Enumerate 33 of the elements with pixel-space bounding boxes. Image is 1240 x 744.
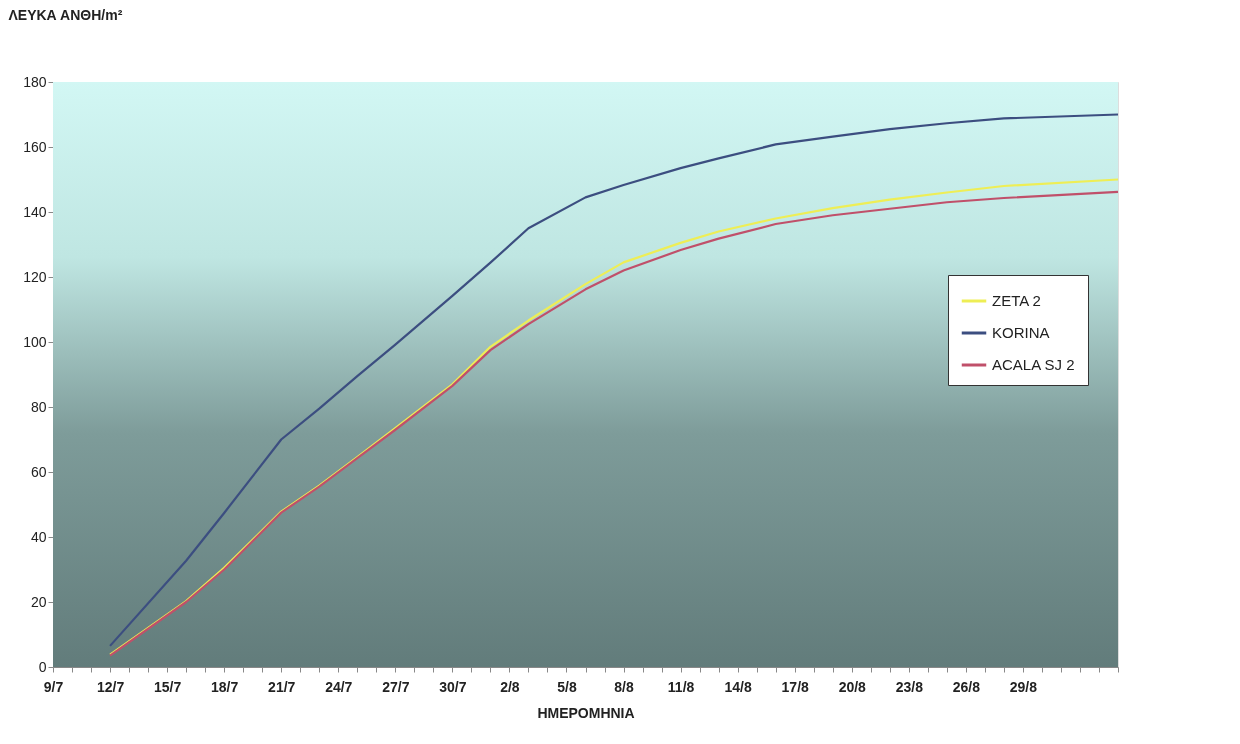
x-tick-label: 8/8 [614,678,634,695]
legend-label: ACALA SJ 2 [992,356,1075,373]
x-tick-label: 20/8 [838,678,867,695]
x-tick-label: 18/7 [211,678,239,695]
y-tick-label: 60 [30,463,47,480]
y-tick-label: 180 [23,73,47,90]
y-tick-label: 80 [30,398,47,415]
y-tick-label: 100 [23,333,47,350]
x-tick-label: 15/7 [153,678,182,695]
x-tick-label: 24/7 [325,678,353,695]
legend-label: ZETA 2 [992,292,1041,309]
x-tick-label: 2/8 [500,678,520,695]
x-tick-label: 29/8 [1009,678,1038,695]
x-tick-label: 12/7 [96,678,125,695]
x-tick-label: 5/8 [557,678,577,695]
x-tick-label: 26/8 [952,678,981,695]
y-axis-title: ΛΕΥΚΑ ΑΝΘΗ/m² [8,6,123,23]
x-tick-label: 11/8 [667,678,695,695]
x-tick-label: 23/8 [895,678,924,695]
y-tick-label: 140 [23,203,47,220]
x-tick-label: 30/7 [439,678,467,695]
y-tick-label: 0 [38,658,47,675]
legend-label: KORINA [992,324,1050,341]
y-tick-label: 120 [23,268,47,285]
y-tick-label: 20 [30,593,47,610]
x-tick-label: 17/8 [781,678,810,695]
x-tick-label: 9/7 [43,678,64,695]
x-tick-label: 21/7 [268,678,296,695]
y-tick-label: 40 [30,528,47,545]
y-tick-label: 160 [23,138,47,155]
x-axis-title: ΗΜΕΡΟΜΗΝΙΑ [537,704,635,721]
x-tick-label: 27/7 [382,678,410,695]
x-tick-label: 14/8 [724,678,752,695]
